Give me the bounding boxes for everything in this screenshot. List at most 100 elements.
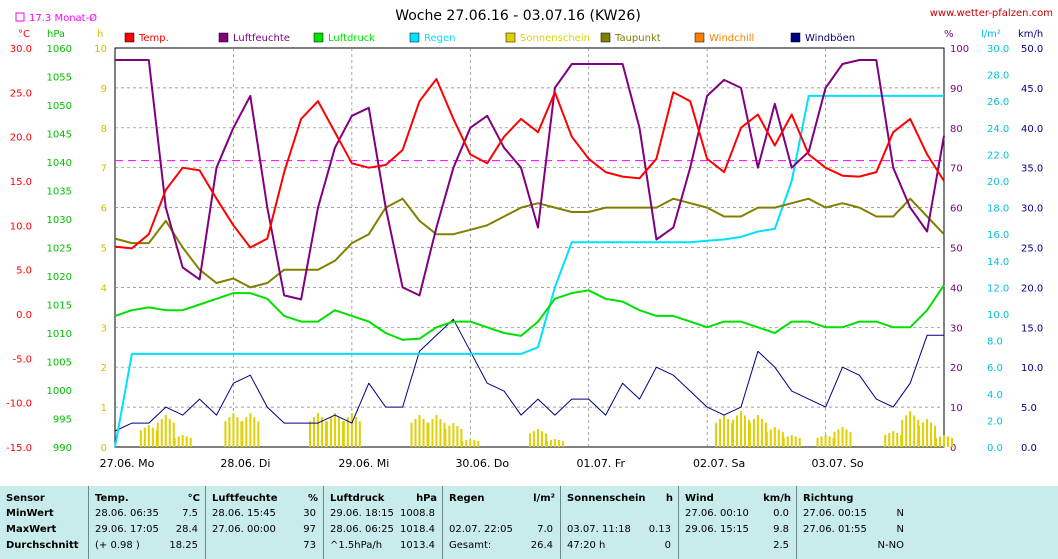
stats-cell-press-value-2: 1013.4 xyxy=(400,540,435,551)
stats-col-separator xyxy=(205,486,206,559)
stats-row-label-1: MaxWert xyxy=(6,524,57,535)
stats-cell-rain-value-2: 26.4 xyxy=(530,540,553,551)
sunshine-bar-19-2 xyxy=(435,415,438,447)
hpa-tick-13: 995 xyxy=(53,415,72,426)
stats-unit-2: % xyxy=(307,493,318,504)
sunshine-bar-47-1 xyxy=(905,415,908,447)
sunshine-bar-40-0 xyxy=(782,437,785,447)
sunshine-bar-2-0 xyxy=(139,430,142,447)
wind-tick-5: 25.0 xyxy=(1021,244,1043,255)
sunshine-bar-4-3 xyxy=(185,436,188,447)
hpa-tick-14: 990 xyxy=(53,443,72,454)
pressure-line xyxy=(114,284,945,341)
sunshine-bar-4-4 xyxy=(189,437,192,447)
stats-header-5: Sonnenschein xyxy=(567,493,646,504)
stats-col-separator xyxy=(442,486,443,559)
h-tick-4: 6 xyxy=(101,204,107,215)
pct-tick-3: 70 xyxy=(950,164,963,175)
sunshine-bar-19-1 xyxy=(431,418,434,447)
stats-cell-dir-value-1: N xyxy=(896,524,904,535)
rain-tick-3: 24.0 xyxy=(987,124,1009,135)
sunshine-bar-36-2 xyxy=(723,415,726,447)
sunshine-bar-7-0 xyxy=(224,421,227,447)
sunshine-bar-40-4 xyxy=(798,437,801,447)
sunshine-bar-26-0 xyxy=(545,440,548,447)
stats-table: Sensor Temp. °C Luftfeuchte% Luftdruck hPa Reg… xyxy=(0,486,1058,559)
stats-cell-sun-value-1: 0.13 xyxy=(648,524,671,535)
rain-tick-4: 22.0 xyxy=(987,150,1009,161)
stats-cell-temp-time-0: 28.06. 06:35 xyxy=(95,508,159,519)
sunshine-bar-39-1 xyxy=(769,429,772,447)
sunshine-bar-25-4 xyxy=(544,433,547,447)
sunshine-bar-38-1 xyxy=(752,418,755,447)
monthavg-legend-box xyxy=(15,12,25,22)
hpa-tick-12: 1000 xyxy=(47,386,72,397)
stats-col-separator xyxy=(323,486,324,559)
data-lines xyxy=(114,59,945,448)
stats-cell-hum-value-1: 97 xyxy=(303,524,316,535)
sunshine-bar-49-2 xyxy=(943,435,945,447)
sunshine-bar-26-2 xyxy=(553,439,556,447)
sunshine-bar-40-3 xyxy=(794,436,797,447)
sunshine-bar-25-3 xyxy=(540,431,543,447)
stats-unit-6: km/h xyxy=(763,493,791,504)
sunshine-bar-21-4 xyxy=(477,440,480,447)
sunshine-bar-4-1 xyxy=(177,436,180,447)
hpa-tick-10: 1010 xyxy=(47,329,72,340)
pct-tick-7: 30 xyxy=(950,323,963,334)
sunshine-bar-42-0 xyxy=(816,437,819,447)
legend-swatch-7 xyxy=(790,32,801,43)
wind-tick-0: 50.0 xyxy=(1021,44,1043,55)
site-link[interactable]: www.wetter-pfalzen.com xyxy=(930,8,1053,19)
pct-tick-6: 40 xyxy=(950,283,963,294)
wind-tick-4: 30.0 xyxy=(1021,204,1043,215)
sunshine-bar-48-4 xyxy=(934,425,937,447)
sunshine-bar-12-3 xyxy=(321,417,324,447)
sunshine-bar-46-0 xyxy=(884,434,887,447)
sunshine-bar-20-4 xyxy=(460,428,463,447)
stats-col-separator xyxy=(88,486,89,559)
sunshine-bar-14-1 xyxy=(346,417,349,447)
h-tick-8: 2 xyxy=(101,363,107,374)
wind-gusts-line xyxy=(114,318,944,432)
temp-tick-1: 25.0 xyxy=(10,88,32,99)
sunshine-bar-12-2 xyxy=(317,413,320,447)
stats-cell-dir-value-0: N xyxy=(896,508,904,519)
hpa-tick-9: 1015 xyxy=(47,301,72,312)
sunshine-bar-39-3 xyxy=(777,429,780,447)
stats-header-7: Richtung xyxy=(803,493,854,504)
legend-swatch-3 xyxy=(409,32,420,43)
temp-tick-3: 15.0 xyxy=(10,177,32,188)
sunshine-bar-14-2 xyxy=(350,413,353,447)
stats-cell-temp-value-0: 7.5 xyxy=(182,508,198,519)
wind-tick-3: 35.0 xyxy=(1021,164,1043,175)
h-tick-7: 3 xyxy=(101,323,107,334)
day-label-2: 29.06. Mi xyxy=(338,457,389,470)
sunshine-bar-36-3 xyxy=(727,418,730,447)
sunshine-bar-25-0 xyxy=(528,433,531,447)
legend-label-6: Windchill xyxy=(709,33,754,44)
sunshine-bar-43-2 xyxy=(841,427,844,447)
stats-row-label-0: MinWert xyxy=(6,508,54,519)
wind-tick-9: 5.0 xyxy=(1021,403,1037,414)
hpa-tick-6: 1030 xyxy=(47,215,72,226)
legend-swatch-0 xyxy=(124,32,135,43)
rain-tick-13: 4.0 xyxy=(987,390,1003,401)
rain-tick-10: 10.0 xyxy=(987,310,1009,321)
weather-chart: Woche 27.06.16 - 03.07.16 (KW26) www.wet… xyxy=(6,8,1053,470)
stats-cell-hum-value-2: 73 xyxy=(303,540,316,551)
legend-label-5: Taupunkt xyxy=(614,33,661,44)
legend-swatch-5 xyxy=(600,32,611,43)
sunshine-bar-4-2 xyxy=(181,435,184,447)
stats-col-separator xyxy=(678,486,679,559)
day-label-1: 28.06. Di xyxy=(220,457,270,470)
rain-tick-15: 0.0 xyxy=(987,443,1003,454)
pct-tick-5: 50 xyxy=(950,244,963,255)
sunshine-bar-36-1 xyxy=(719,418,722,447)
stats-col-separator xyxy=(796,486,797,559)
stats-cell-wind-value-0: 0.0 xyxy=(773,508,789,519)
sunshine-bar-8-2 xyxy=(249,413,252,447)
hpa-tick-4: 1040 xyxy=(47,158,72,169)
sunshine-bar-48-0 xyxy=(918,425,921,447)
sunshine-bar-8-3 xyxy=(253,417,256,447)
